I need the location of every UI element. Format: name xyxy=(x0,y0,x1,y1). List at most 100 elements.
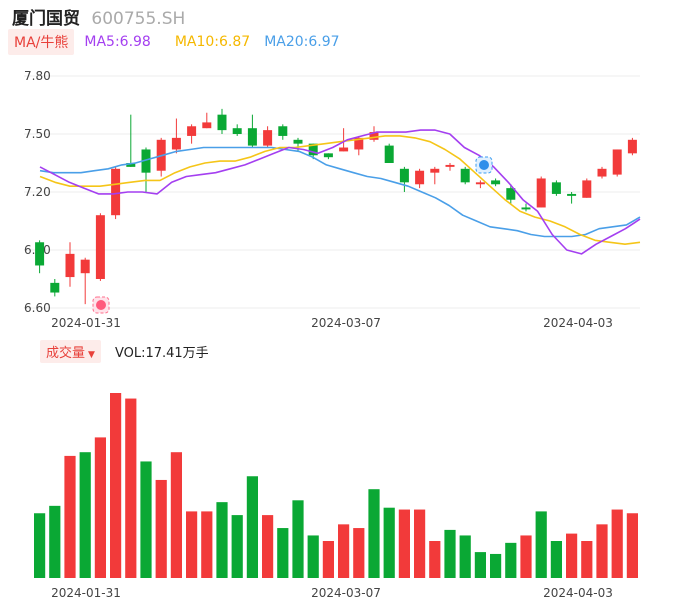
candle-body xyxy=(460,168,470,183)
volume-bar xyxy=(262,515,274,578)
volume-bar xyxy=(626,513,638,578)
candle-body xyxy=(399,168,409,183)
y-tick-label: 7.20 xyxy=(24,185,51,199)
volume-bar xyxy=(110,393,122,578)
volume-bar xyxy=(201,511,213,578)
volume-bar xyxy=(550,541,562,578)
candle-body xyxy=(582,180,592,198)
candle-body xyxy=(430,168,440,173)
volume-bar xyxy=(368,489,380,578)
volume-bar xyxy=(383,507,395,578)
ma20-line xyxy=(39,146,641,238)
volume-bar xyxy=(125,398,137,578)
ma-legend: MA/牛熊 MA5:6.98 MA10:6.87 MA20:6.97 xyxy=(8,29,340,55)
chevron-down-icon: ▼ xyxy=(88,349,95,360)
volume-bar xyxy=(566,533,578,578)
volume-bar xyxy=(611,509,623,578)
volume-x-tick-label: 2024-01-31 xyxy=(51,586,121,600)
candle-body xyxy=(263,130,273,146)
volume-bar xyxy=(140,461,152,578)
volume-bar xyxy=(535,511,547,578)
candle-body xyxy=(323,153,333,158)
volume-bar xyxy=(520,535,532,578)
candle-body xyxy=(308,143,318,156)
stock-code: 600755.SH xyxy=(91,9,186,29)
candle-body xyxy=(171,137,181,150)
volume-bar xyxy=(459,535,471,578)
ma10-line xyxy=(39,135,641,245)
candle-body xyxy=(293,139,303,144)
candle-body xyxy=(506,188,516,200)
news-marker-dot xyxy=(479,160,489,170)
volume-bar xyxy=(64,455,76,578)
gift-marker-dot xyxy=(96,300,106,310)
candle-body xyxy=(339,147,349,152)
volume-bar xyxy=(216,502,228,578)
candle-body xyxy=(50,282,60,293)
volume-bar xyxy=(429,541,441,578)
volume-bar xyxy=(246,476,258,578)
x-tick-label: 2024-01-31 xyxy=(51,316,121,330)
ma20-label: MA20:6.97 xyxy=(264,34,340,50)
candle-body xyxy=(80,259,90,274)
candle-body xyxy=(217,114,227,131)
volume-bar xyxy=(170,452,182,578)
candle-body xyxy=(491,180,501,185)
volume-bar xyxy=(581,541,593,578)
volume-bar xyxy=(322,541,334,578)
gift-marker-icon xyxy=(92,296,110,314)
candle-body xyxy=(126,163,136,167)
volume-bar xyxy=(444,529,456,578)
candle-body xyxy=(612,149,622,175)
y-tick-label: 6.60 xyxy=(24,301,51,315)
y-tick-label: 7.50 xyxy=(24,127,51,141)
ma5-label: MA5:6.98 xyxy=(84,34,151,50)
candle-body xyxy=(278,126,288,136)
volume-indicator-tab[interactable]: 成交量 ▼ xyxy=(40,339,101,363)
candle-body xyxy=(567,193,577,196)
candle-body xyxy=(95,215,105,279)
candle-body xyxy=(551,182,561,194)
candle-body xyxy=(65,253,75,278)
volume-bar xyxy=(353,528,365,578)
volume-value: VOL:17.41万手 xyxy=(114,345,209,361)
volume-bar xyxy=(49,505,61,578)
candle-body xyxy=(536,178,546,208)
volume-bar xyxy=(292,500,304,578)
volume-bar xyxy=(307,535,319,578)
candle-body xyxy=(445,164,455,167)
x-tick-label: 2024-03-07 xyxy=(311,316,381,330)
candle-body xyxy=(627,139,637,154)
y-tick-label: 7.80 xyxy=(24,69,51,83)
volume-legend: 成交量 ▼ VOL:17.41万手 xyxy=(40,339,209,363)
volume-bar xyxy=(474,552,486,578)
volume-x-tick-label: 2024-03-07 xyxy=(311,586,381,600)
candle-body xyxy=(141,149,151,173)
candle-body xyxy=(187,126,197,136)
candle-body xyxy=(111,168,121,216)
x-tick-label: 2024-04-03 xyxy=(543,316,613,330)
volume-bar xyxy=(398,509,410,578)
ma10-label: MA10:6.87 xyxy=(174,34,251,50)
volume-bar xyxy=(338,524,350,578)
candle-body xyxy=(35,242,45,266)
volume-bar xyxy=(79,452,91,578)
candle-body xyxy=(369,132,379,140)
stock-name: 厦门国贸 xyxy=(12,9,80,29)
volume-bar xyxy=(186,511,198,578)
candle-body xyxy=(354,137,364,150)
volume-bar xyxy=(155,479,167,578)
volume-bar xyxy=(231,515,243,578)
volume-bar xyxy=(94,437,106,578)
volume-bar xyxy=(596,524,608,578)
volume-bar xyxy=(505,542,517,578)
ma-indicator-tab[interactable]: MA/牛熊 xyxy=(8,29,75,55)
volume-tab-label: 成交量 xyxy=(46,345,86,361)
news-marker-icon xyxy=(475,156,493,174)
volume-bar xyxy=(490,553,502,578)
candle-body xyxy=(247,128,257,146)
candle-body xyxy=(202,122,212,129)
ma5-line xyxy=(39,129,641,255)
candle-body xyxy=(597,168,607,177)
